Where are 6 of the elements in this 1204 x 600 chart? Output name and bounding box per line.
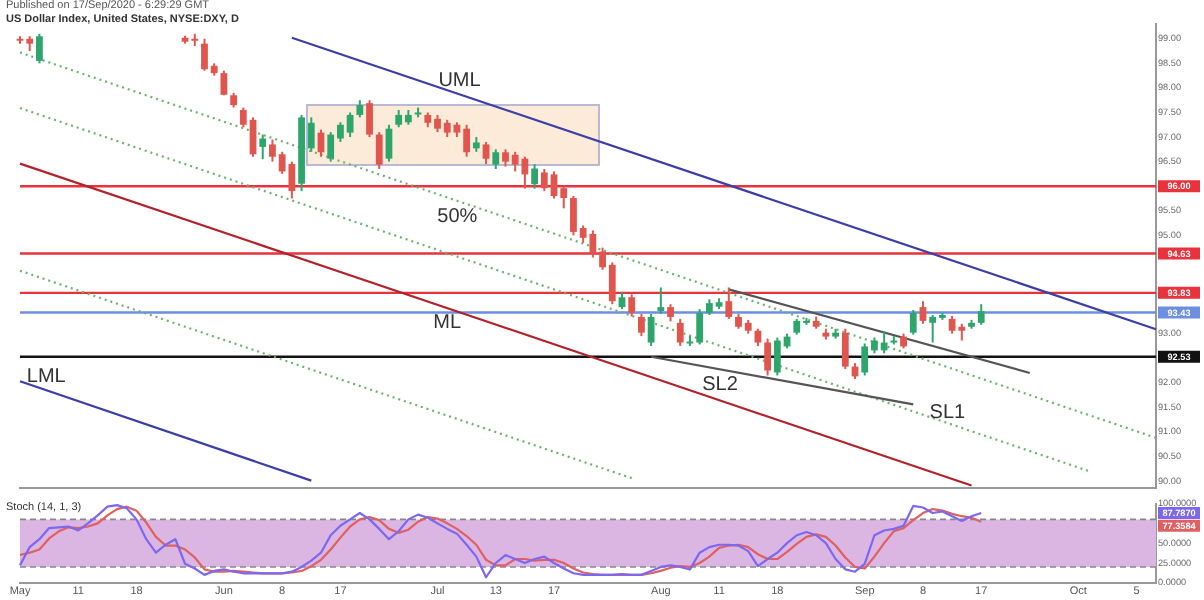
- series-label: SL1: [929, 402, 967, 425]
- series-label: 50%: [437, 206, 478, 229]
- series-label: LML: [26, 365, 67, 388]
- series-label: UML: [438, 69, 482, 92]
- series-label: ML: [433, 311, 462, 334]
- annotation: SL2: [702, 373, 739, 396]
